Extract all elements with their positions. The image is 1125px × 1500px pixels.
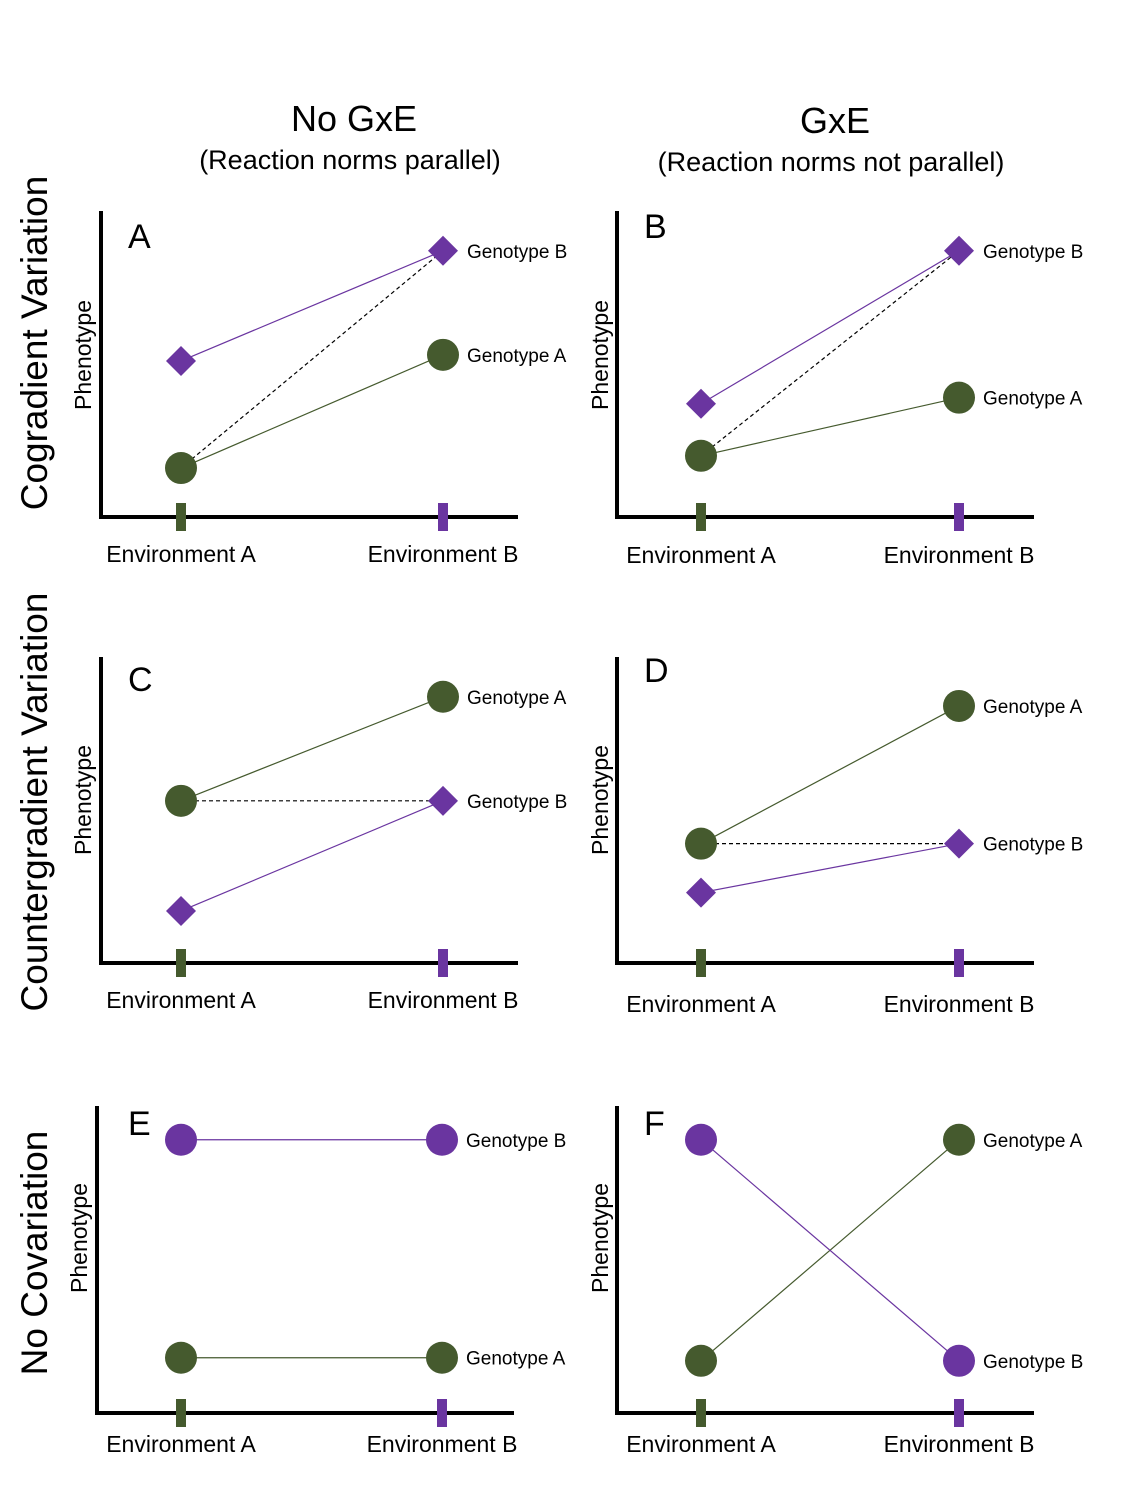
row-title-cogradient: Cogradient Variation <box>14 176 55 511</box>
y-axis-label: Phenotype <box>587 1183 613 1293</box>
row-title-no-covariation: No Covariation <box>14 1131 55 1376</box>
genotype-a-env-a-point <box>685 1344 717 1377</box>
x-label-environment-a: Environment A <box>106 541 256 567</box>
x-label-environment-b: Environment B <box>884 1431 1035 1457</box>
genotype-a-env-a-point <box>165 452 197 485</box>
genotype-a-env-a-point <box>165 1341 197 1374</box>
y-axis-label: Phenotype <box>70 300 96 410</box>
genotype-b-reaction-norm <box>180 800 444 912</box>
x-label-environment-a: Environment A <box>106 1431 256 1457</box>
column-title-no-gxe: No GxE <box>291 98 417 139</box>
panel-letter: C <box>128 661 153 699</box>
genotype-b-env-a-point <box>165 1123 197 1156</box>
environment-b-tick <box>954 949 964 977</box>
genotype-a-env-a-point <box>165 784 197 817</box>
environment-a-tick <box>176 503 186 531</box>
genotype-a-label: Genotype A <box>466 1349 566 1370</box>
genotype-a-env-b-point <box>426 1341 458 1374</box>
environment-b-tick <box>438 949 448 977</box>
genotype-b-env-a-point <box>686 388 716 419</box>
panel-letter: F <box>644 1105 665 1143</box>
x-label-environment-a: Environment A <box>106 987 256 1013</box>
genotype-a-label: Genotype A <box>983 1131 1083 1152</box>
x-label-environment-b: Environment B <box>884 991 1035 1017</box>
genotype-b-reaction-norm <box>700 1139 960 1362</box>
x-label-environment-b: Environment B <box>884 542 1035 568</box>
column-title-gxe: GxE <box>800 100 870 141</box>
y-axis-label: Phenotype <box>70 745 96 855</box>
panel-c: C Phenotype Environment A Environment B Geno… <box>70 657 567 1013</box>
genotype-b-env-b-point <box>428 785 458 816</box>
x-label-environment-a: Environment A <box>626 542 776 568</box>
genotype-b-env-b-point <box>428 235 458 266</box>
panel-letter: D <box>644 652 669 690</box>
x-label-environment-a: Environment A <box>626 1431 776 1457</box>
panel-f: F Phenotype Environment A Environment B Geno… <box>587 1105 1083 1457</box>
panel-letter: A <box>128 218 151 256</box>
x-label-environment-b: Environment B <box>368 541 519 567</box>
genotype-b-label: Genotype B <box>466 1131 566 1152</box>
environment-b-tick <box>437 1399 447 1427</box>
y-axis-label: Phenotype <box>587 300 613 410</box>
genotype-a-reaction-norm <box>700 397 960 457</box>
genotype-a-env-a-point <box>685 827 717 860</box>
genotype-a-env-b-point <box>943 1123 975 1156</box>
x-label-environment-b: Environment B <box>367 1431 518 1457</box>
genotype-b-env-b-point <box>426 1123 458 1156</box>
genotype-a-label: Genotype A <box>467 688 567 709</box>
panel-a: A Phenotype Environment A Environment B Geno… <box>70 211 567 567</box>
genotype-b-env-b-point <box>943 1344 975 1377</box>
dashed-comparison-line <box>180 250 444 469</box>
genotype-b-label: Genotype B <box>983 835 1083 856</box>
genotype-a-label: Genotype A <box>467 346 567 367</box>
genotype-a-env-b-point <box>943 381 975 414</box>
environment-b-tick <box>954 503 964 531</box>
panel-d: D Phenotype Environment A Environment B Geno… <box>587 652 1083 1017</box>
column-subtitle-no-gxe: (Reaction norms parallel) <box>199 145 501 175</box>
environment-a-tick <box>696 1399 706 1427</box>
genotype-a-label: Genotype A <box>983 697 1083 718</box>
dashed-comparison-line <box>700 250 960 457</box>
genotype-a-reaction-norm <box>700 705 960 845</box>
x-label-environment-a: Environment A <box>626 991 776 1017</box>
genotype-b-label: Genotype B <box>983 1352 1083 1373</box>
environment-a-tick <box>696 503 706 531</box>
panels-group: A Phenotype Environment A Environment B Geno… <box>66 208 1083 1457</box>
genotype-a-reaction-norm <box>180 696 444 802</box>
genotype-b-env-a-point <box>685 1123 717 1156</box>
environment-a-tick <box>176 949 186 977</box>
genotype-a-reaction-norm <box>180 354 444 469</box>
genotype-b-label: Genotype B <box>983 242 1083 263</box>
x-label-environment-b: Environment B <box>368 987 519 1013</box>
genotype-b-env-a-point <box>166 895 196 926</box>
environment-a-tick <box>696 949 706 977</box>
genotype-b-label: Genotype B <box>467 792 567 813</box>
genotype-b-env-a-point <box>166 345 196 376</box>
genotype-b-env-a-point <box>686 877 716 908</box>
genotype-a-label: Genotype A <box>983 389 1083 410</box>
genotype-b-reaction-norm <box>700 843 960 894</box>
genotype-b-label: Genotype B <box>467 242 567 263</box>
y-axis-label: Phenotype <box>587 745 613 855</box>
genotype-a-env-b-point <box>427 338 459 371</box>
genotype-a-env-b-point <box>427 680 459 713</box>
genotype-a-env-b-point <box>943 689 975 722</box>
environment-a-tick <box>176 1399 186 1427</box>
panel-e: E Phenotype Environment A Environment B Geno… <box>66 1105 566 1457</box>
genotype-b-reaction-norm <box>180 250 444 362</box>
row-title-countergradient: Countergradient Variation <box>14 593 55 1012</box>
environment-b-tick <box>954 1399 964 1427</box>
panel-letter: B <box>644 208 667 246</box>
panel-letter: E <box>128 1105 151 1143</box>
y-axis-label: Phenotype <box>66 1183 92 1293</box>
genotype-a-env-a-point <box>685 439 717 472</box>
panel-b: B Phenotype Environment A Environment B Geno… <box>587 208 1083 568</box>
genotype-b-env-b-point <box>944 828 974 859</box>
genotype-b-reaction-norm <box>700 250 960 405</box>
environment-b-tick <box>438 503 448 531</box>
genotype-b-env-b-point <box>944 235 974 266</box>
column-subtitle-gxe: (Reaction norms not parallel) <box>658 147 1005 177</box>
